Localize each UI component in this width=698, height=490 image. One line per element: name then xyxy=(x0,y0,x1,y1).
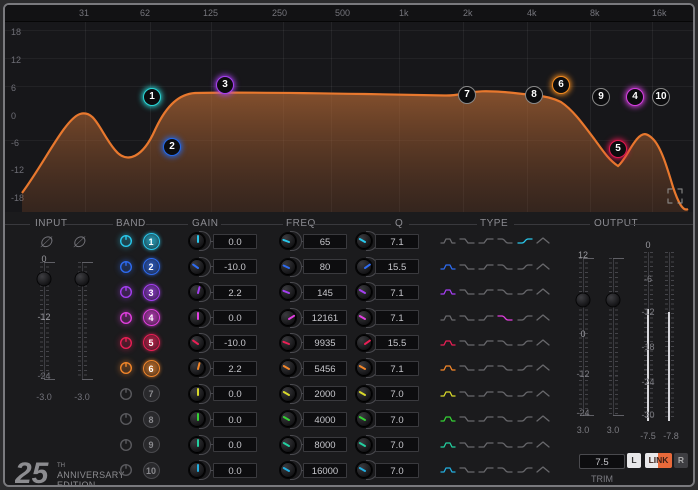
svg-text:EDITION: EDITION xyxy=(57,480,96,487)
svg-text:ANNIVERSARY: ANNIVERSARY xyxy=(57,470,125,480)
svg-text:TH: TH xyxy=(57,463,65,469)
svg-text:25: 25 xyxy=(15,457,50,487)
